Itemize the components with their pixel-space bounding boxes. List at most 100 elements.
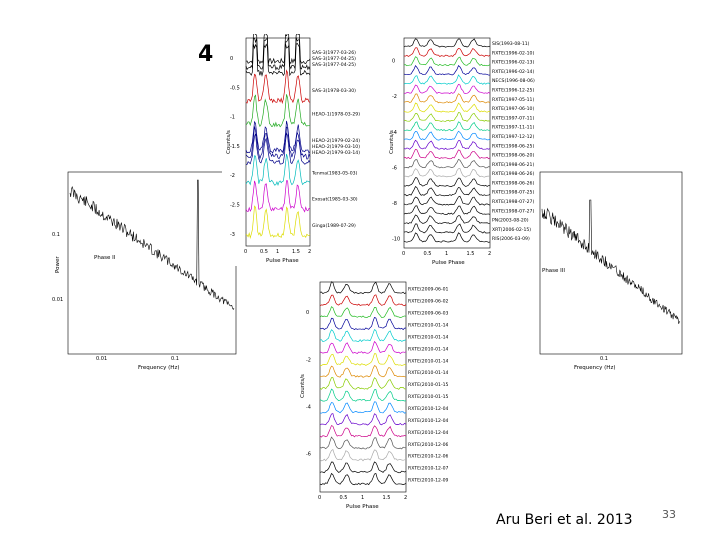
y-tick-label: -1.5	[230, 144, 240, 150]
y-tick-label: -6	[306, 452, 311, 458]
x-axis-label: Pulse Phase	[266, 258, 299, 264]
pulse-profile-line	[403, 205, 491, 215]
pulse-profile-line	[403, 232, 491, 243]
y-tick-label: -2.5	[230, 202, 240, 208]
series-label: RXTE(1998-06-25)	[492, 143, 534, 149]
pulse-profile-line	[319, 353, 407, 366]
y-tick-label: -0.5	[230, 85, 240, 91]
series-label: RXTE(2010-01-14)	[408, 334, 448, 340]
series-label: RXTE(1997-12-12)	[492, 134, 534, 140]
series-label: RXTE(1998-06-26)	[492, 171, 534, 177]
power-spectrum-line	[69, 179, 235, 310]
pulse-profile-panel-1: 0 -0.5 -1 -1.5 -2 -2.5 -3 0 0.5 1 1.5 2 SAS-3(1977…	[222, 34, 378, 266]
pulse-profile-line	[319, 365, 407, 378]
series-label: RXTE(2009-06-03)	[408, 311, 448, 317]
pulse-profile-line	[403, 112, 491, 122]
plot-frame	[245, 37, 311, 247]
series-label: RXTE(1998-07-27)	[492, 208, 534, 214]
y-axis-label: Counts/s	[300, 374, 306, 398]
x-tick-label: 0.1	[171, 356, 179, 362]
series-label: SAS-3(1977-04-25)	[312, 56, 356, 62]
series-label: RIS(2006-03-09)	[492, 236, 530, 242]
series-label: HEAO-2(1979-03-14)	[312, 150, 360, 156]
pulse-profile-line	[403, 214, 491, 225]
series-label: RXTE(2010-01-14)	[408, 358, 448, 364]
y-tick-label: 0	[306, 310, 309, 316]
series-label: SAS-3(1977-04-25)	[312, 62, 356, 68]
pulse-profile-line	[403, 83, 491, 95]
series-label: RXTE(2010-01-15)	[408, 382, 448, 388]
x-tick-label: 1.5	[292, 249, 300, 255]
credit-text: Aru Beri et al. 2013	[496, 512, 633, 528]
pulse-profile-line	[403, 130, 491, 141]
series-label: RXTE(1998-06-21)	[492, 162, 534, 168]
x-tick-label: 1	[445, 251, 448, 257]
phase-annotation: Phase II	[94, 255, 116, 261]
pulse-profile-line	[319, 388, 407, 402]
pulse-profile-line	[245, 131, 311, 165]
plot-frame	[319, 281, 407, 493]
pulse-profile-line	[403, 168, 491, 178]
y-tick-label: -10	[392, 237, 400, 243]
series-label: SIS(1993-08-11)	[492, 41, 530, 47]
pulse-profile-line	[319, 328, 407, 342]
pulse-profile-line	[245, 37, 311, 71]
y-tick-label: -3	[230, 232, 235, 238]
series-label: RXTE(2010-12-06)	[408, 454, 448, 460]
series-label: RXTE(2010-01-15)	[408, 394, 448, 400]
pulse-profile-line	[403, 148, 491, 160]
pulse-profile-line	[319, 472, 407, 486]
pulse-profile-line	[403, 38, 491, 48]
pulse-profile-line	[319, 377, 407, 390]
series-label: RXTE(2010-12-09)	[408, 478, 448, 484]
series-label: RXTE(2010-01-14)	[408, 370, 448, 376]
y-tick-label: 0.1	[52, 232, 60, 238]
x-axis-label: Frequency (Hz)	[574, 365, 615, 371]
phase-annotation: Phase III	[542, 268, 565, 274]
y-tick-label: -2	[392, 94, 397, 100]
series-label: RXTE(2010-12-06)	[408, 442, 448, 448]
y-tick-label: 0	[392, 59, 395, 65]
series-label: NECS(1996-08-06)	[492, 78, 535, 84]
pulse-profile-line	[403, 65, 491, 76]
pulse-profile-line	[319, 340, 407, 354]
series-label: RXTE(1996-02-14)	[492, 69, 534, 75]
pulse-profile-line	[319, 461, 407, 474]
y-tick-label: -8	[392, 201, 397, 207]
x-tick-label: 2	[308, 249, 311, 255]
pulse-profile-line	[319, 317, 407, 331]
x-tick-label: 0.1	[600, 356, 608, 362]
y-axis-label: Counts/s	[226, 130, 232, 154]
series-label: RXTE(1998-07-27)	[492, 199, 534, 205]
x-tick-label: 0.01	[96, 356, 107, 362]
series-label: RXTE(2010-12-04)	[408, 430, 448, 436]
series-label: Exosat(1985-03-30)	[312, 197, 358, 203]
pulse-profile-panel-3: 0 -2 -4 -6 0 0.5 1 1.5 2 RXTE(2009-06-01) RXTE(2…	[298, 278, 448, 510]
pulse-profile-line	[245, 180, 311, 213]
series-label: RXTE(1997-06-10)	[492, 106, 534, 112]
pulse-profile-line	[403, 186, 491, 197]
series-label: RXTE(1998-06-20)	[492, 153, 534, 159]
y-axis-label: Power	[55, 256, 61, 273]
power-spectrum-line	[541, 199, 681, 324]
series-label: HEAO-1(1978-03-29)	[312, 112, 360, 118]
plot-frame	[67, 171, 237, 355]
x-tick-label: 1	[276, 249, 279, 255]
series-label: RXTE(1996-02-10)	[492, 50, 534, 56]
pulse-profile-panel-2: 0 -2 -4 -6 -8 -10 0 0.5 1 1.5 2 SIS(1993-08-11) RX…	[388, 34, 538, 266]
series-label: RXTE(2010-12-07)	[408, 466, 448, 472]
pulse-profile-line	[403, 74, 491, 85]
pulse-profile-line	[319, 436, 407, 450]
series-label: RXTE(2009-06-02)	[408, 299, 448, 305]
x-tick-label: 0	[244, 249, 247, 255]
series-label: HEAO-2(1979-03-10)	[312, 144, 360, 150]
series-label: RXTE(1996-02-13)	[492, 60, 534, 66]
x-tick-label: 0.5	[340, 495, 348, 501]
pulse-profile-line	[403, 139, 491, 150]
pulse-profile-line	[245, 34, 311, 65]
x-tick-label: 0	[318, 495, 321, 501]
x-tick-label: 0.5	[424, 251, 432, 257]
pulse-profile-line	[319, 401, 407, 414]
series-label: RXTE(2010-12-04)	[408, 406, 448, 412]
pulse-profile-line	[403, 177, 491, 187]
